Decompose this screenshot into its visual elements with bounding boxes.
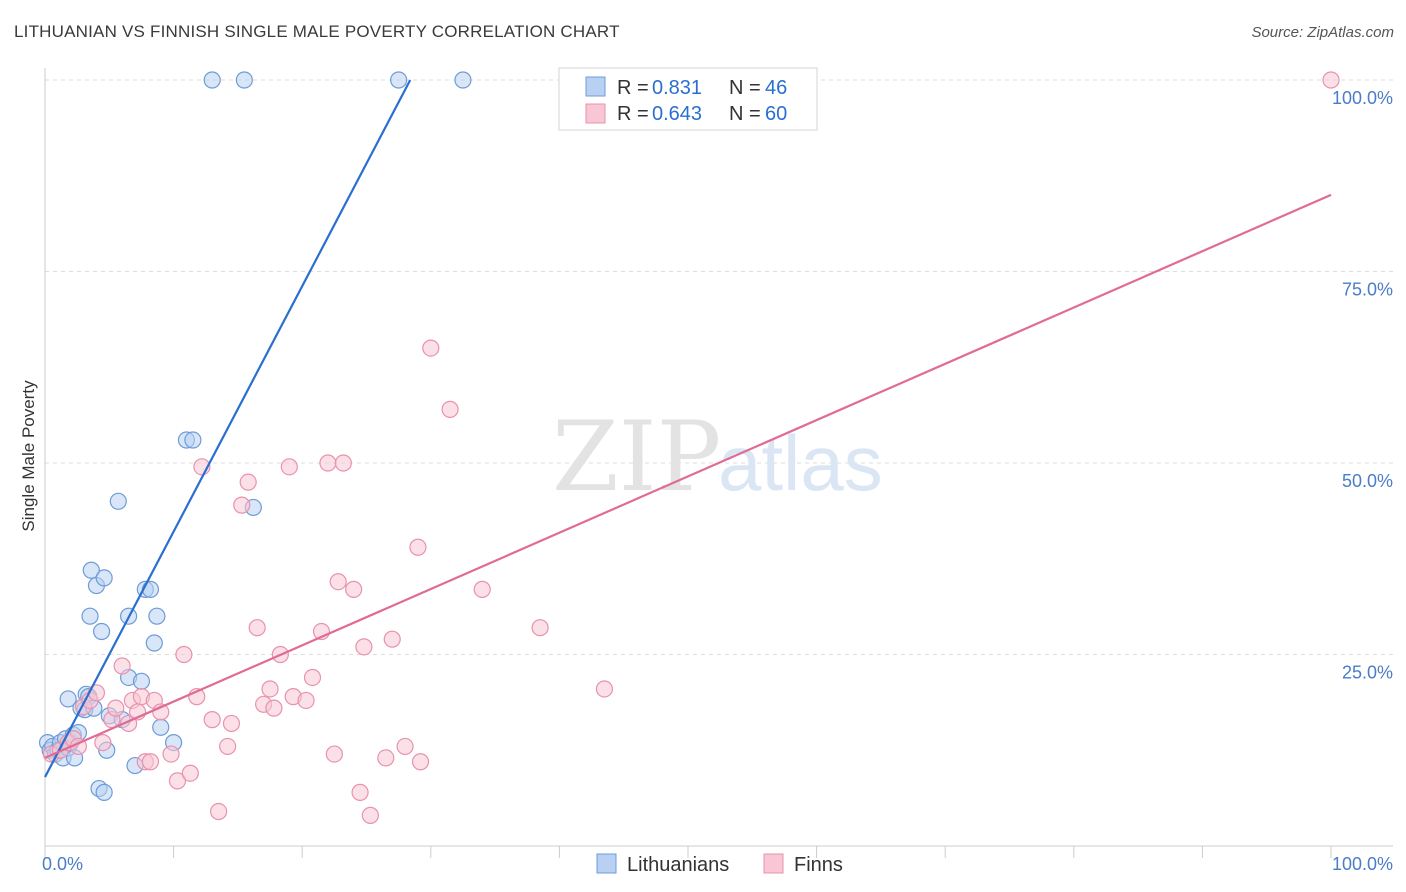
finns-point-56	[441, 400, 459, 418]
lithuanians-point-42	[203, 71, 221, 89]
finns-point-50	[377, 749, 395, 767]
finns-point-58	[531, 619, 549, 637]
watermark-zip: ZIP	[552, 401, 721, 513]
legend-stats: R = 0.831 N = 46 R = 0.643 N = 60	[558, 67, 818, 131]
legend-r-value-blue: 0.831	[652, 77, 702, 99]
finns-point-22	[175, 645, 193, 664]
y-tick-labels: 25.0% 50.0% 75.0% 100.0%	[1332, 88, 1393, 683]
lithuanians-point-35	[141, 580, 160, 598]
finns-point-34	[261, 680, 279, 698]
finns-point-54	[411, 753, 430, 771]
finns-point-39	[297, 691, 315, 710]
lithuanians-point-24	[95, 783, 113, 801]
finns-point-10	[107, 699, 125, 717]
finns-point-35	[265, 699, 283, 717]
watermark-atlas: atlas	[718, 419, 883, 507]
finns-point-46	[345, 580, 363, 598]
chart-title: LITHUANIAN VS FINNISH SINGLE MALE POVERT…	[14, 22, 620, 41]
axes	[44, 68, 1393, 858]
finns-point-47	[351, 783, 369, 801]
lithuanians-point-10	[59, 690, 77, 708]
legend-label-lithuanians: Lithuanians	[627, 854, 729, 876]
legend-label-finns: Finns	[794, 854, 843, 876]
grid-lines	[45, 79, 1393, 655]
finns-point-7	[87, 684, 106, 702]
lithuanians-point-37	[148, 607, 166, 625]
finns-point-55	[422, 339, 440, 357]
legend-n-label-pink: N =	[729, 103, 761, 125]
finns-point-21	[168, 772, 187, 790]
lithuanians-point-18	[82, 561, 100, 579]
lithuanians-point-33	[132, 672, 151, 690]
legend-swatch-lithuanians	[596, 853, 617, 874]
finns-point-32	[248, 619, 266, 637]
lithuanians-point-36	[145, 634, 163, 652]
finns-point-42	[319, 454, 337, 472]
finns-point-20	[162, 745, 180, 763]
finns-point-43	[325, 745, 343, 763]
lithuanians-point-38	[152, 718, 170, 736]
finns-point-17	[141, 753, 160, 771]
finns-point-49	[361, 806, 379, 824]
finns-point-30	[233, 496, 251, 514]
source-label: Source: ZipAtlas.com	[1251, 24, 1394, 41]
legend-swatch-pink	[585, 103, 606, 124]
finns-point-44	[329, 573, 347, 591]
watermark: ZIP atlas	[552, 401, 883, 513]
finns-point-27	[210, 802, 228, 821]
legend-swatch-finns	[763, 853, 784, 874]
lithuanians-point-46	[454, 71, 472, 89]
finns-point-8	[94, 733, 112, 752]
y-tick-label-3: 100.0%	[1332, 88, 1393, 108]
finns-point-40	[303, 668, 322, 687]
lithuanians-point-19	[81, 607, 99, 625]
legend-r-label-pink: R =	[617, 103, 649, 125]
lithuanians-point-43	[235, 71, 253, 89]
lithuanians-point-41	[184, 431, 202, 449]
lithuanians-point-25	[95, 569, 113, 587]
finns-point-11	[113, 657, 131, 675]
trend-line-lithuanians	[44, 79, 412, 778]
legend-n-value-blue: 46	[765, 77, 787, 99]
finns-point-57	[473, 580, 491, 598]
legend-n-value-pink: 60	[765, 103, 787, 125]
finns-point-26	[203, 711, 221, 729]
trend-line-finns	[44, 193, 1332, 759]
y-tick-label-0: 25.0%	[1342, 663, 1393, 683]
finns-point-51	[383, 630, 401, 648]
trend-lines	[44, 79, 1332, 778]
finns-point-59	[595, 680, 614, 698]
lithuanians-point-45	[390, 71, 408, 89]
x-tick-label-max: 100.0%	[1332, 854, 1393, 874]
lithuanians-point-23	[92, 622, 111, 641]
legend-series: Lithuanians Finns	[596, 853, 843, 876]
finns-point-28	[219, 737, 237, 756]
finns-point-31	[239, 473, 257, 491]
finns-point-23	[181, 764, 199, 782]
legend-r-value-pink: 0.643	[652, 103, 702, 125]
y-tick-label-1: 50.0%	[1342, 471, 1393, 491]
finns-point-37	[280, 458, 298, 476]
finns-point-60	[1322, 71, 1340, 89]
finns-point-52	[396, 737, 414, 756]
finns-point-53	[409, 538, 427, 556]
legend-r-label-blue: R =	[617, 77, 649, 99]
finns-point-48	[355, 638, 373, 656]
finns-point-45	[334, 454, 352, 472]
lithuanians-point-28	[109, 492, 127, 510]
y-axis-title: Single Male Poverty	[19, 380, 38, 532]
x-tick-label-min: 0.0%	[42, 854, 83, 874]
finns-point-29	[222, 714, 241, 733]
legend-n-label-blue: N =	[729, 77, 761, 99]
legend-swatch-blue	[585, 76, 606, 97]
y-tick-label-2: 75.0%	[1342, 280, 1393, 300]
